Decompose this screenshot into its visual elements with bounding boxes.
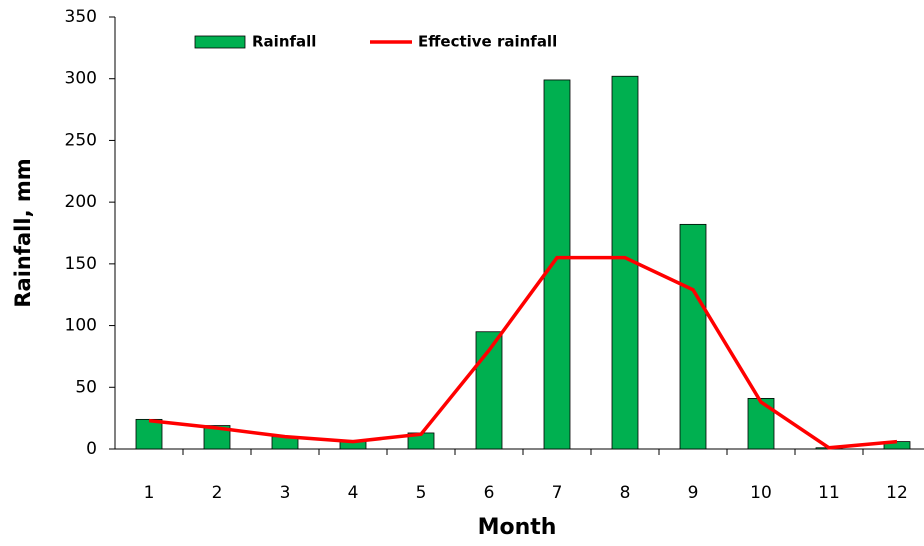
x-tick-label: 1 [144, 483, 155, 503]
bar [203, 425, 231, 450]
y-tick-label: 100 [65, 316, 97, 336]
legend-label: Effective rainfall [418, 33, 557, 51]
legend-swatch [194, 35, 246, 49]
line [148, 255, 898, 450]
x-tick-label: 6 [484, 483, 495, 503]
bar [747, 397, 775, 450]
x-tick-label: 10 [750, 483, 772, 503]
y-axis-title: Rainfall, mm [11, 158, 35, 307]
bar [543, 79, 571, 450]
x-tick-label: 3 [280, 483, 291, 503]
x-tick-label: 12 [886, 483, 908, 503]
y-tick-label: 0 [86, 439, 97, 459]
y-tick-label: 250 [65, 130, 97, 150]
bar [135, 418, 163, 450]
x-tick-label: 11 [818, 483, 840, 503]
x-tick-label: 7 [552, 483, 563, 503]
y-tick-label: 150 [65, 254, 97, 274]
x-tick-label: 2 [212, 483, 223, 503]
x-axis-title: Month [478, 515, 557, 540]
y-tick-label: 50 [75, 377, 97, 397]
x-tick-label: 8 [620, 483, 631, 503]
legend-label: Rainfall [252, 33, 316, 51]
bar [679, 223, 707, 450]
x-tick-label: 5 [416, 483, 427, 503]
x-tick-label: 9 [688, 483, 699, 503]
y-tick-label: 300 [65, 69, 97, 89]
y-tick-label: 200 [65, 192, 97, 212]
y-tick-label: 350 [65, 7, 97, 27]
x-tick-label: 4 [348, 483, 359, 503]
